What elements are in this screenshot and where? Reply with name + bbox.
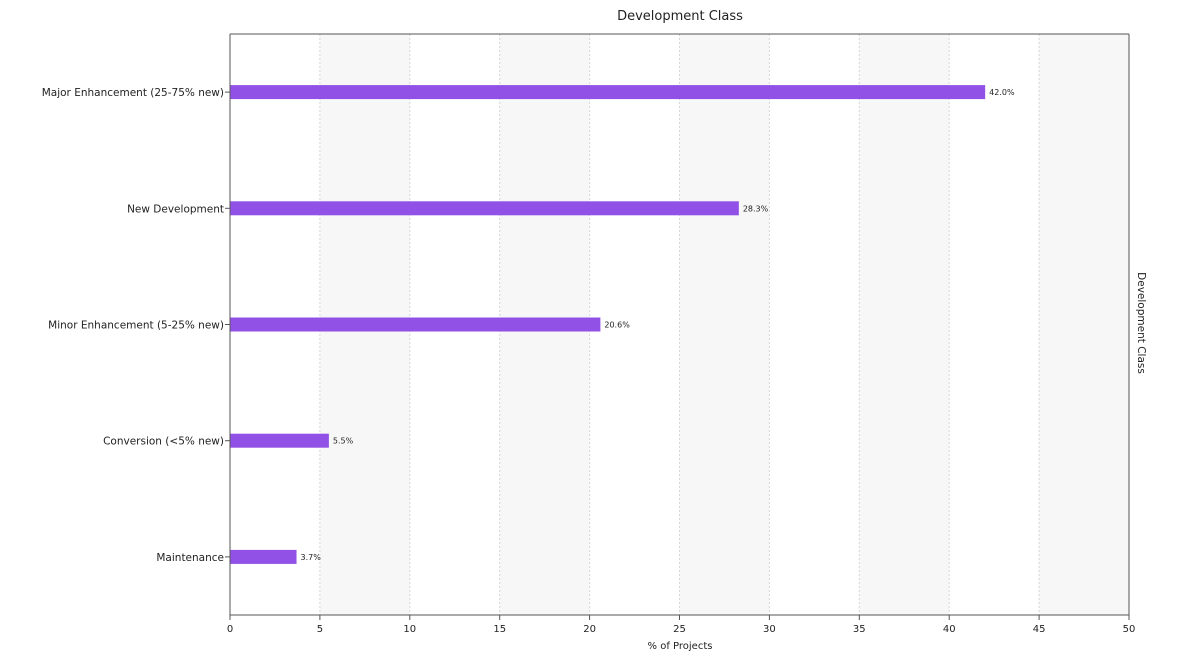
bar-4 <box>230 549 297 564</box>
category-label: Conversion (<5% new) <box>103 436 224 448</box>
x-tick-label: 50 <box>1123 624 1136 635</box>
bar-2 <box>230 317 601 332</box>
bar-3 <box>230 433 329 448</box>
x-tick-label: 10 <box>403 624 416 635</box>
grid-band <box>859 34 950 615</box>
category-label: Major Enhancement (25-75% new) <box>42 87 224 99</box>
value-label: 42.0% <box>989 88 1015 97</box>
x-tick-label: 30 <box>763 624 776 635</box>
x-axis-ticks: 0 5 10 15 20 25 30 35 40 45 50 <box>227 615 1136 635</box>
x-tick-label: 0 <box>227 624 233 635</box>
category-label: Minor Enhancement (5-25% new) <box>48 320 224 332</box>
x-tick-label: 25 <box>673 624 686 635</box>
x-tick-label: 45 <box>1033 624 1046 635</box>
bar-1 <box>230 201 739 216</box>
value-label: 28.3% <box>743 204 769 213</box>
category-label: Maintenance <box>156 552 224 564</box>
value-label: 3.7% <box>301 553 322 562</box>
x-tick-label: 5 <box>317 624 323 635</box>
category-label: New Development <box>127 203 224 215</box>
x-axis-title: % of Projects <box>648 641 713 652</box>
x-tick-label: 35 <box>853 624 866 635</box>
value-label: 5.5% <box>333 437 354 446</box>
bars <box>230 85 986 564</box>
chart-title: Development Class <box>617 9 743 24</box>
bar-0 <box>230 85 986 100</box>
category-labels: Major Enhancement (25-75% new) New Develo… <box>42 87 230 564</box>
value-label: 20.6% <box>604 321 630 330</box>
grid-band <box>1039 34 1129 615</box>
value-labels: 42.0% 28.3% 20.6% 5.5% 3.7% <box>301 88 1015 562</box>
grid-band <box>679 34 770 615</box>
x-tick-label: 20 <box>583 624 596 635</box>
right-axis-title: Development Class <box>1135 272 1147 374</box>
gridlines <box>319 34 1040 615</box>
x-tick-label: 15 <box>493 624 506 635</box>
x-tick-label: 40 <box>943 624 956 635</box>
